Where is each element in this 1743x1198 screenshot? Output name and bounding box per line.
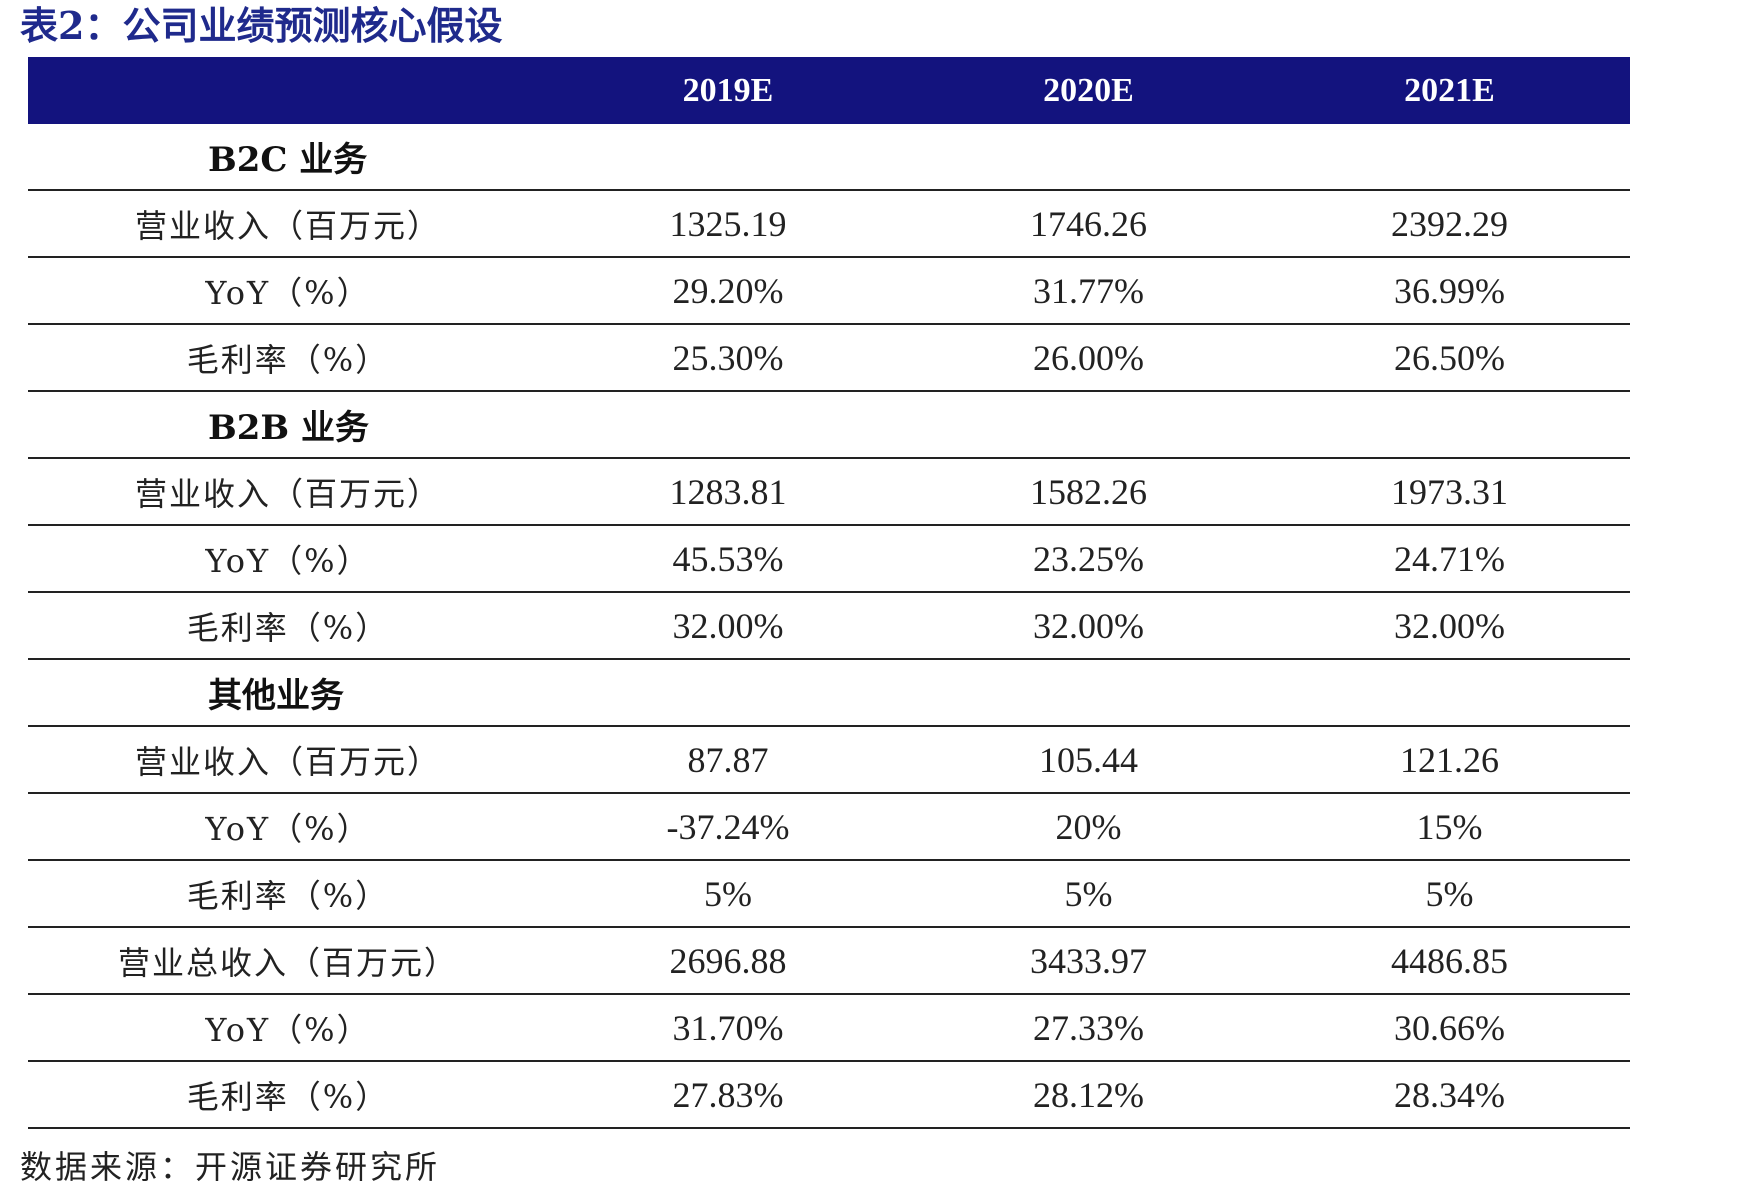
value-2020e: 26.00% [1033,337,1144,378]
row-label: 毛利率（%） [186,876,390,915]
section-label: B2C 业务 [208,140,368,180]
row-label: 营业收入（百万元） [134,206,441,245]
table-body: B2C 业务营业收入（百万元） 1325.19 1746.26 2392.29 YoY（… [28,124,1630,1129]
row-label: YoY（%） [205,273,371,312]
value-2021e: 36.99% [1394,270,1505,311]
value-2019e: 2696.88 [669,940,787,981]
value-2019e: 32.00% [672,605,784,646]
row-label: YoY（%） [205,541,371,580]
value-2019e: 1325.19 [669,203,787,244]
table-row: YoY（%） 31.70% 27.33% 30.66% [28,995,1630,1062]
table-row: 毛利率（%） 27.83% 28.12% 28.34% [28,1062,1630,1129]
header-cell-2019e: 2019E [682,71,774,109]
value-2019e: 87.87 [687,739,769,780]
value-2021e: 32.00% [1394,605,1505,646]
value-2019e: 5% [704,873,752,914]
row-label: 毛利率（%） [186,608,390,647]
section-label: B2B 业务 [208,408,369,448]
table-row: YoY（%） 45.53% 23.25% 24.71% [28,526,1630,593]
value-2019e: 29.20% [672,270,784,311]
row-label: 营业收入（百万元） [134,742,441,781]
section-label: 其他业务 [208,676,344,716]
value-2021e: 4486.85 [1391,940,1508,981]
table-row: 营业总收入（百万元） 2696.88 3433.97 4486.85 [28,928,1630,995]
table-row: YoY（%） 29.20% 31.77% 36.99% [28,258,1630,325]
row-label: YoY（%） [205,1010,371,1049]
row-label: YoY（%） [205,809,371,848]
value-2021e: 1973.31 [1391,471,1508,512]
value-2021e: 30.66% [1394,1007,1505,1048]
table-row: 毛利率（%） 5% 5% 5% [28,861,1630,928]
value-2020e: 105.44 [1039,739,1138,780]
value-2020e: 20% [1055,806,1122,847]
value-2020e: 28.12% [1033,1074,1144,1115]
row-label: 毛利率（%） [186,1077,390,1116]
value-2021e: 24.71% [1394,538,1505,579]
table-row: 营业收入（百万元） 1283.81 1582.26 1973.31 [28,459,1630,526]
value-2020e: 5% [1064,873,1113,914]
section-header-row: 其他业务 [28,660,1630,727]
table-header-row: 2019E 2020E 2021E [28,57,1630,124]
row-label: 毛利率（%） [186,340,390,379]
value-2021e: 5% [1425,873,1474,914]
value-2019e: 31.70% [672,1007,784,1048]
header-cell-label [28,57,548,124]
value-2020e: 23.25% [1033,538,1144,579]
value-2020e: 32.00% [1033,605,1144,646]
row-label: 营业收入（百万元） [134,474,441,513]
value-2021e: 121.26 [1400,739,1499,780]
table-row: YoY（%） -37.24% 20% 15% [28,794,1630,861]
table-row: 营业收入（百万元） 87.87 105.44 121.26 [28,727,1630,794]
value-2021e: 2392.29 [1391,203,1508,244]
value-2020e: 27.33% [1033,1007,1144,1048]
header-cell-2021e: 2021E [1404,71,1495,109]
value-2019e: -37.24% [666,806,790,847]
forecast-table: 2019E 2020E 2021E B2C 业务营业收入（百万元） 1325.19… [28,57,1630,1129]
value-2021e: 15% [1416,806,1483,847]
table-row: 毛利率（%） 32.00% 32.00% 32.00% [28,593,1630,660]
value-2019e: 27.83% [672,1074,784,1115]
table-title: 表2：公司业绩预测核心假设 [20,3,503,48]
value-2020e: 3433.97 [1030,940,1147,981]
data-source-note: 数据来源：开源证券研究所 [20,1148,441,1186]
table-row: 毛利率（%） 25.30% 26.00% 26.50% [28,325,1630,392]
value-2019e: 25.30% [672,337,784,378]
row-label: 营业总收入（百万元） [117,943,458,982]
table-row: 营业收入（百万元） 1325.19 1746.26 2392.29 [28,191,1630,258]
value-2021e: 26.50% [1394,337,1505,378]
value-2020e: 1582.26 [1030,471,1147,512]
value-2020e: 31.77% [1033,270,1144,311]
value-2021e: 28.34% [1394,1074,1505,1115]
section-header-row: B2C 业务 [28,124,1630,191]
value-2020e: 1746.26 [1030,203,1147,244]
section-header-row: B2B 业务 [28,392,1630,459]
header-cell-2020e: 2020E [1043,71,1134,109]
value-2019e: 1283.81 [669,471,787,512]
value-2019e: 45.53% [672,538,784,579]
